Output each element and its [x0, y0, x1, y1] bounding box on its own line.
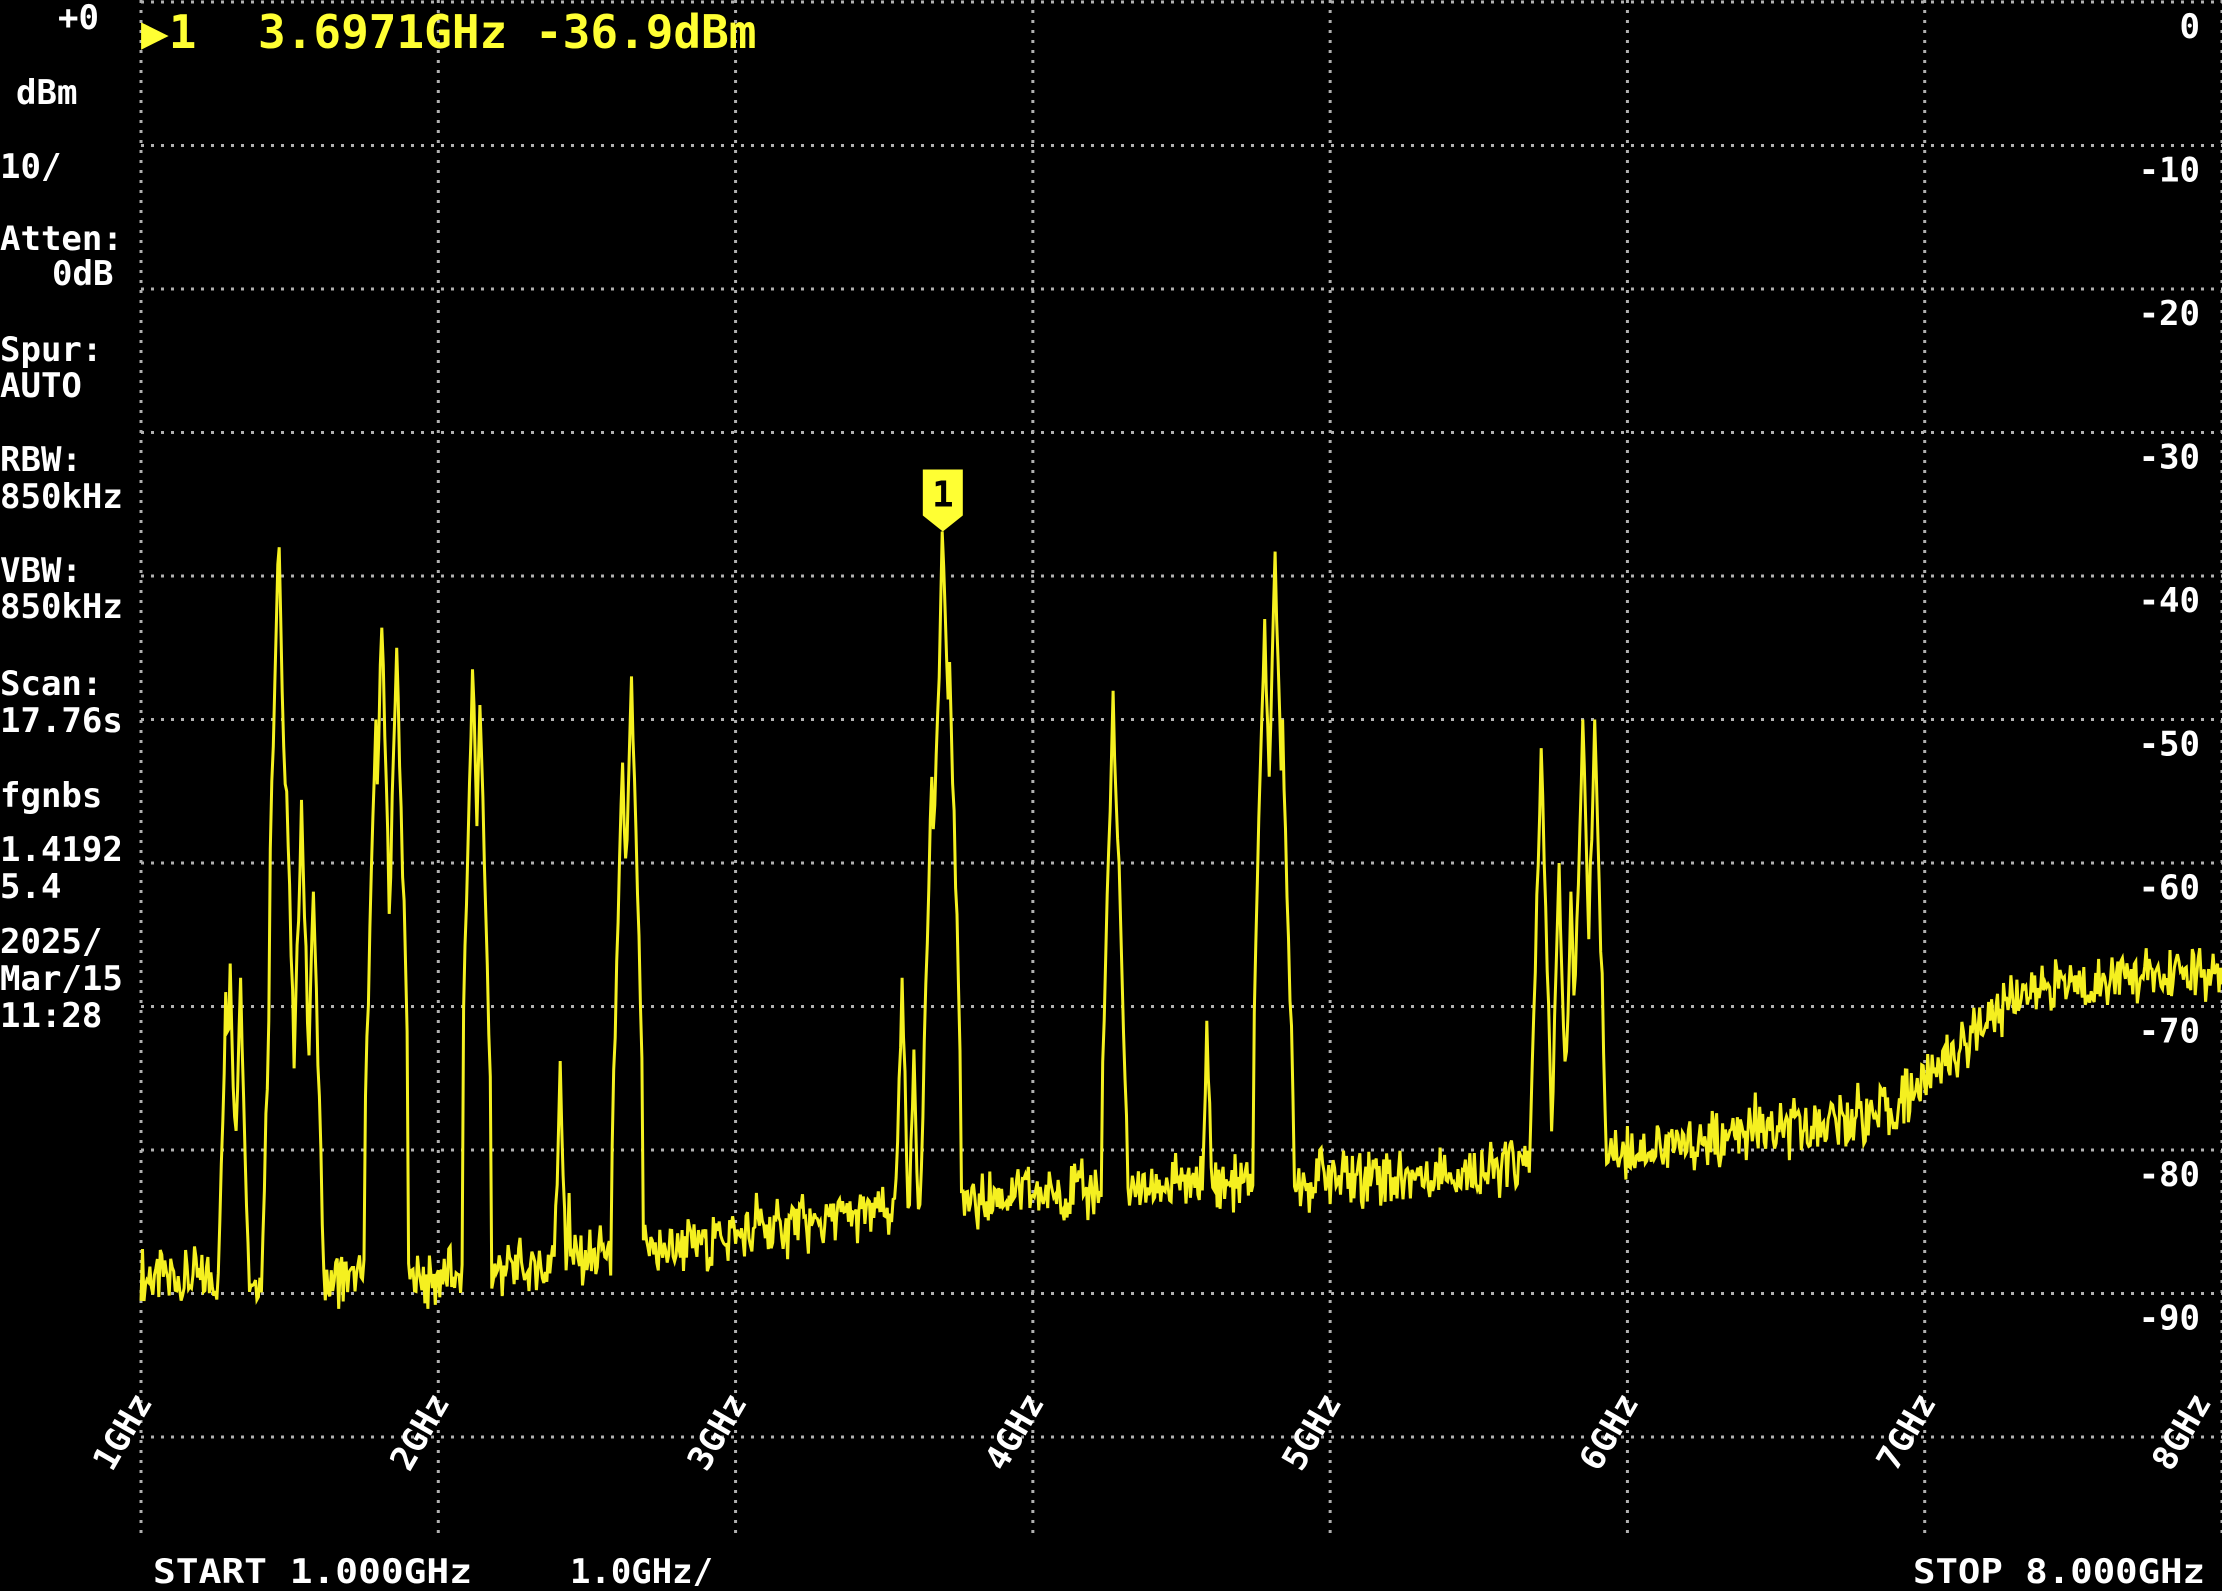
y-tick-label: -50	[2139, 725, 2200, 765]
settings-line: 10/	[0, 147, 61, 187]
settings-line: 11:28	[0, 996, 102, 1036]
settings-line: Scan:	[0, 664, 102, 704]
spectrum-trace	[139, 531, 2222, 1309]
y-tick-label: -60	[2139, 868, 2200, 908]
start-frequency[interactable]: START 1.000GHz	[153, 1552, 472, 1591]
settings-line: AUTO	[0, 366, 82, 406]
y-axis-labels: 0 -10 -20 -30 -40 -50 -60 -70 -80 -90	[2139, 7, 2200, 1339]
settings-line: 850kHz	[0, 587, 123, 627]
settings-line: 0dB	[52, 254, 113, 294]
settings-line: Mar/15	[0, 959, 123, 999]
marker-readout: 3.6971GHz -36.9dBm	[258, 5, 757, 59]
settings-line: fgnbs	[0, 776, 102, 816]
marker-1[interactable]: 1	[922, 469, 963, 532]
y-tick-label: -40	[2139, 581, 2200, 621]
y-tick-label: 0	[2180, 7, 2200, 47]
stop-frequency[interactable]: STOP 8.000GHz	[1913, 1552, 2205, 1591]
y-tick-label: -30	[2139, 438, 2200, 478]
y-tick-label: -80	[2139, 1155, 2200, 1195]
settings-line: 17.76s	[0, 701, 123, 741]
settings-line: VBW:	[0, 551, 82, 591]
y-tick-label: -90	[2139, 1299, 2200, 1339]
settings-line: 1.4192	[0, 830, 123, 870]
settings-line: 5.4	[0, 867, 61, 907]
settings-line: Atten:	[0, 219, 123, 259]
settings-line: dBm	[16, 73, 77, 113]
y-tick-label: -20	[2139, 294, 2200, 334]
settings-panel: +0dBm10/Atten:0dBSpur:AUTORBW:850kHzVBW:…	[0, 0, 123, 1036]
y-tick-label: -70	[2139, 1012, 2200, 1052]
grid	[139, 0, 2222, 1537]
span-per-division[interactable]: 1.0GHz/	[570, 1552, 713, 1591]
settings-line: 2025/	[0, 922, 102, 962]
marker-indicator: ▶1	[141, 5, 196, 59]
settings-line: Spur:	[0, 330, 102, 370]
settings-line: 850kHz	[0, 477, 123, 517]
settings-line: RBW:	[0, 440, 82, 480]
settings-line: +0	[58, 0, 99, 38]
marker-number: 1	[932, 475, 954, 516]
y-tick-label: -10	[2139, 151, 2200, 191]
marker-flag	[922, 469, 963, 532]
